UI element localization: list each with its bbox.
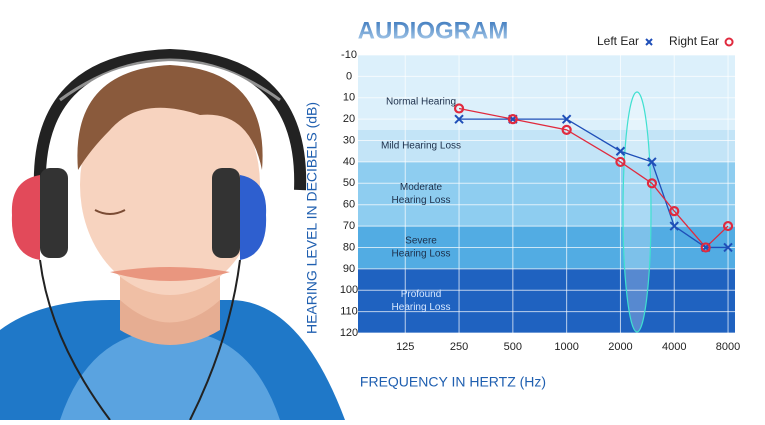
band-label: Hearing Loss (392, 302, 451, 313)
x-tick-label: 125 (396, 341, 414, 353)
band-label: Profound (401, 289, 442, 300)
x-tick-label: 250 (450, 341, 468, 353)
y-tick-label: 100 (340, 284, 358, 296)
band-label: Mild Hearing Loss (381, 141, 461, 152)
x-tick-label: 2000 (608, 341, 632, 353)
left-ear-marker (669, 221, 679, 231)
chart-title: AUDIOGRAM (358, 17, 509, 44)
legend-marker (724, 37, 734, 47)
y-tick-label: 80 (343, 241, 355, 253)
x-axis-label: FREQUENCY IN HERTZ (Hz) (360, 374, 546, 390)
band-label: Hearing Loss (392, 249, 451, 260)
right-ear-marker (722, 220, 734, 232)
y-tick-label: 0 (346, 70, 352, 82)
left-ear-marker (647, 157, 657, 167)
left-ear-marker (723, 242, 733, 253)
hearing-band (358, 55, 735, 130)
hearing-band (358, 268, 735, 333)
illustration (0, 48, 345, 421)
right-ear-marker (453, 103, 465, 114)
right-ear-marker (561, 124, 572, 135)
y-tick-label: 40 (343, 156, 355, 168)
y-tick-label: 20 (343, 113, 355, 125)
y-tick-label: 60 (343, 199, 355, 211)
hearing-band (358, 129, 735, 162)
y-tick-label: 10 (343, 92, 355, 104)
legend-label: Right Ear (669, 34, 719, 48)
left-ear-marker (615, 146, 626, 156)
y-tick-label: 120 (340, 327, 358, 339)
band-label: Hearing Loss (392, 195, 451, 206)
right-ear-marker (646, 178, 658, 189)
right-ear-marker (700, 242, 711, 253)
right-ear-marker (507, 114, 518, 125)
band-label: Severe (405, 236, 437, 247)
y-axis-label: HEARING LEVEL IN DECIBELS (dB) (304, 102, 320, 334)
x-tick-label: 1000 (554, 341, 578, 353)
x-tick-label: 500 (504, 341, 522, 353)
right-ear-marker (669, 206, 680, 217)
y-tick-label: -10 (341, 49, 357, 61)
y-tick-label: 50 (343, 177, 355, 189)
band-label: Moderate (400, 182, 443, 193)
legend-label: Left Ear (597, 34, 639, 48)
legend-marker (645, 38, 653, 46)
x-tick-label: 4000 (662, 341, 686, 353)
y-tick-label: 110 (340, 306, 358, 318)
series-line (459, 118, 729, 249)
y-tick-label: 30 (343, 134, 355, 146)
right-ear-marker (615, 156, 626, 168)
band-label: Normal Hearing (386, 97, 456, 108)
series-line (458, 107, 729, 249)
y-tick-label: 90 (343, 263, 355, 275)
left-ear-marker (561, 114, 572, 124)
x-tick-label: 8000 (716, 341, 740, 353)
highlight (622, 91, 652, 333)
left-ear-marker (454, 114, 464, 124)
y-tick-label: 70 (343, 220, 355, 232)
